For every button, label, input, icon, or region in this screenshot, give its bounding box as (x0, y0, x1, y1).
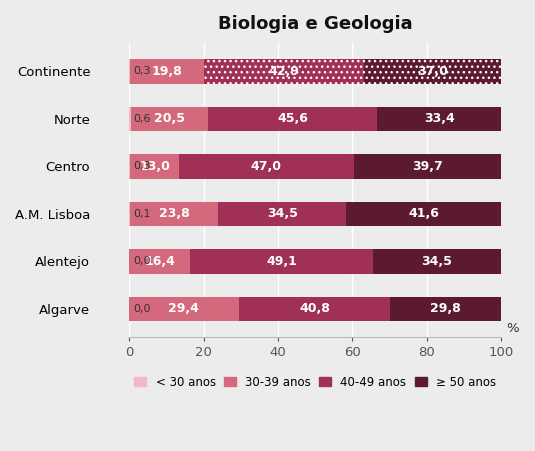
Legend: < 30 anos, 30-39 anos, 40-49 anos, ≥ 50 anos: < 30 anos, 30-39 anos, 40-49 anos, ≥ 50 … (129, 371, 501, 393)
Bar (129, 154, 131, 179)
Bar (129, 202, 218, 226)
Bar (364, 59, 501, 84)
Text: 0,6: 0,6 (133, 114, 150, 124)
Text: 0,0: 0,0 (133, 257, 150, 267)
Text: 29,8: 29,8 (430, 303, 461, 315)
Bar (373, 249, 501, 274)
Bar (129, 249, 190, 274)
Text: %: % (507, 322, 519, 335)
Bar (208, 106, 377, 131)
Bar (179, 154, 354, 179)
Text: 23,8: 23,8 (158, 207, 189, 221)
Bar (129, 59, 131, 84)
Text: 29,4: 29,4 (169, 303, 200, 315)
Text: 40,8: 40,8 (299, 303, 330, 315)
Text: 0,3: 0,3 (133, 66, 150, 76)
Bar (131, 154, 179, 179)
Text: 47,0: 47,0 (250, 160, 281, 173)
Bar (239, 297, 391, 321)
Text: 20,5: 20,5 (154, 112, 185, 125)
Bar (190, 249, 373, 274)
Text: 19,8: 19,8 (152, 65, 182, 78)
Bar (391, 297, 501, 321)
Bar (131, 59, 204, 84)
Bar (347, 202, 501, 226)
Bar (204, 59, 364, 84)
Bar (132, 106, 208, 131)
Text: 49,1: 49,1 (266, 255, 297, 268)
Bar (377, 106, 501, 131)
Text: 0,0: 0,0 (133, 304, 150, 314)
Text: 16,4: 16,4 (144, 255, 175, 268)
Text: 34,5: 34,5 (422, 255, 453, 268)
Text: 34,5: 34,5 (267, 207, 298, 221)
Title: Biologia e Geologia: Biologia e Geologia (218, 15, 412, 33)
Bar (218, 202, 347, 226)
Text: 42,9: 42,9 (269, 65, 299, 78)
Text: 13,0: 13,0 (139, 160, 170, 173)
Text: 37,0: 37,0 (417, 65, 448, 78)
Text: 41,6: 41,6 (408, 207, 439, 221)
Bar (354, 154, 501, 179)
Bar (129, 297, 239, 321)
Text: 0,1: 0,1 (133, 209, 150, 219)
Bar (204, 59, 364, 84)
Text: 39,7: 39,7 (412, 160, 442, 173)
Text: 45,6: 45,6 (277, 112, 308, 125)
Text: 33,4: 33,4 (424, 112, 455, 125)
Bar (129, 106, 132, 131)
Bar (364, 59, 501, 84)
Text: 0,3: 0,3 (133, 161, 150, 171)
